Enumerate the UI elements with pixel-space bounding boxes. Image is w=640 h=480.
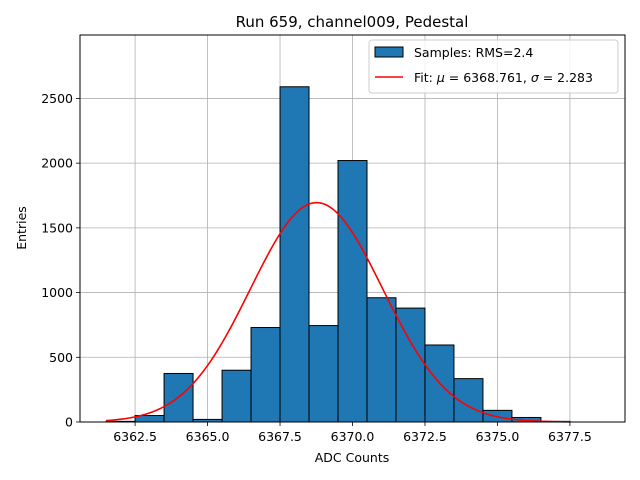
- legend-fit-mu-value: = 6368.761,: [445, 70, 531, 85]
- y-tick-label-2: 1000: [41, 285, 73, 300]
- legend-samples-label: Samples: RMS=2.4: [414, 45, 533, 60]
- y-tick-label-0: 0: [65, 415, 73, 430]
- x-axis-ticks: 6362.5 6365.0 6367.5 6370.0 6372.5 6375.0 6377…: [113, 422, 592, 444]
- y-tick-label-3: 1500: [41, 220, 73, 235]
- x-tick-label-6: 6377.5: [548, 429, 592, 444]
- legend-fit-label: Fit: μ = 6368.761, σ = 2.283: [414, 70, 593, 85]
- histogram-bar-7: [308, 325, 339, 423]
- y-axis-ticks: 0 500 1000 1500 2000 2500: [41, 91, 80, 430]
- legend-fit-sigma-value: = 2.283: [539, 70, 593, 85]
- histogram-bar-6: [279, 86, 310, 423]
- x-tick-label-4: 6372.5: [403, 429, 447, 444]
- legend-fit-prefix: Fit:: [414, 70, 437, 85]
- histogram-bar-5: [250, 327, 281, 423]
- y-tick-label-1: 500: [49, 350, 73, 365]
- x-tick-label-3: 6370.0: [331, 429, 375, 444]
- x-tick-label-5: 6375.0: [476, 429, 520, 444]
- histogram-bar-8: [337, 160, 368, 423]
- x-tick-label-0: 6362.5: [113, 429, 157, 444]
- legend: Samples: RMS=2.4 Fit: μ = 6368.761, σ = …: [368, 39, 619, 94]
- legend-box: [368, 39, 619, 94]
- x-tick-label-2: 6367.5: [258, 429, 302, 444]
- fit-curve: [106, 201, 570, 423]
- histogram-bar-4: [221, 369, 252, 423]
- histogram-bar-10: [395, 307, 426, 423]
- legend-fit-mu-symbol: μ: [436, 70, 445, 85]
- histogram-bar-9: [366, 297, 397, 423]
- y-tick-label-5: 2500: [41, 91, 73, 106]
- y-axis-label: Entries: [14, 206, 29, 250]
- legend-samples-swatch: [374, 46, 404, 58]
- chart-title: Run 659, channel009, Pedestal: [236, 13, 469, 31]
- y-tick-label-4: 2000: [41, 156, 73, 171]
- x-axis-label: ADC Counts: [315, 450, 390, 465]
- legend-fit-sigma-symbol: σ: [531, 70, 540, 85]
- histogram-bars: [105, 86, 571, 423]
- x-tick-label-1: 6365.0: [186, 429, 230, 444]
